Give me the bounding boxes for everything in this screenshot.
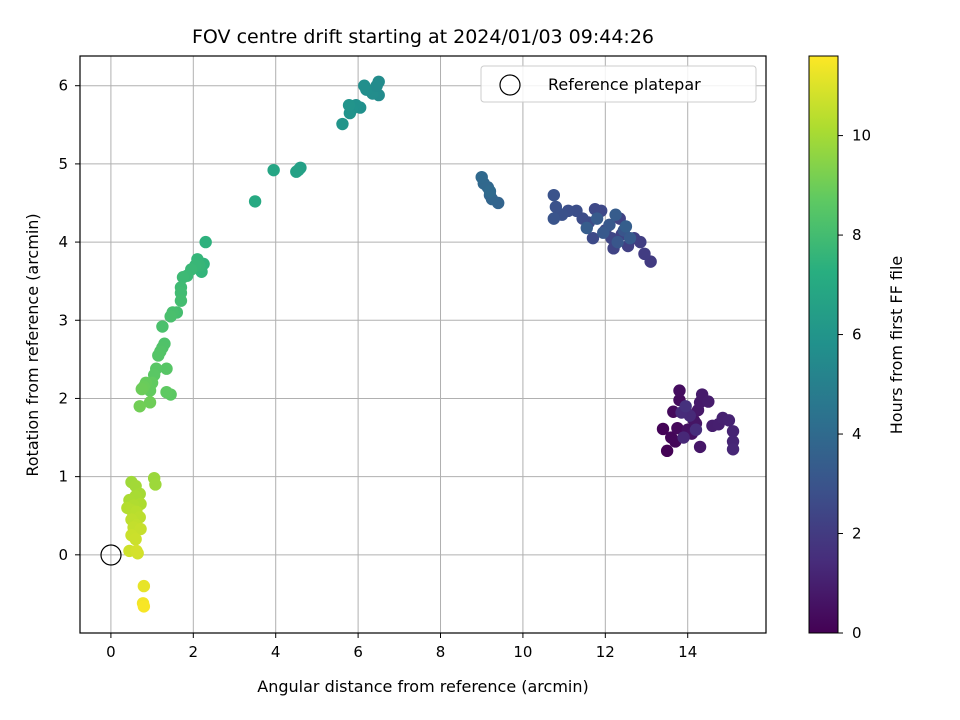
- data-point: [267, 163, 280, 177]
- x-tick-label: 14: [678, 643, 697, 661]
- data-point: [149, 478, 162, 491]
- legend-marker: [499, 74, 521, 96]
- colorbar-ticks: 0 2 4 6 8 10: [838, 127, 871, 642]
- data-point: [133, 400, 146, 413]
- x-tick-label: 8: [436, 643, 446, 661]
- data-point: [130, 544, 143, 558]
- data-point: [547, 212, 561, 225]
- data-point: [689, 423, 703, 436]
- data-point: [156, 320, 169, 333]
- data-point: [671, 421, 684, 435]
- data-point: [143, 396, 157, 409]
- data-point: [475, 170, 488, 184]
- data-point: [611, 235, 624, 249]
- data-point: [638, 247, 651, 261]
- legend-label: Reference platepar: [548, 75, 701, 94]
- data-point: [152, 349, 165, 362]
- x-tick-label: 0: [106, 643, 116, 661]
- chart-title: FOV centre drift starting at 2024/01/03 …: [192, 26, 654, 48]
- x-tick-label: 12: [596, 643, 615, 661]
- colorbar-tick-label: 10: [852, 127, 871, 145]
- x-tick-label: 4: [271, 643, 281, 661]
- data-point: [702, 395, 715, 408]
- data-point: [248, 195, 262, 208]
- colorbar-tick-label: 6: [852, 326, 862, 344]
- data-point: [160, 362, 173, 375]
- data-point: [586, 231, 600, 245]
- colorbar-tick-label: 2: [852, 525, 862, 543]
- data-point: [679, 400, 692, 413]
- data-point: [129, 532, 142, 546]
- colorbar-tick-label: 8: [852, 226, 862, 244]
- y-axis-label: Rotation from reference (arcmin): [23, 213, 42, 476]
- data-point: [134, 522, 147, 536]
- data-point: [160, 385, 173, 399]
- colorbar-label: Hours from first FF file: [887, 256, 906, 435]
- data-point: [483, 185, 497, 198]
- data-point: [342, 99, 356, 112]
- grid: [80, 56, 766, 633]
- data-point: [726, 443, 740, 456]
- data-point: [597, 226, 610, 239]
- data-point: [336, 117, 349, 131]
- data-point: [619, 220, 633, 233]
- data-point: [164, 310, 177, 323]
- data-point: [370, 79, 383, 92]
- data-points: [121, 75, 740, 613]
- legend: Reference platepar: [480, 65, 757, 103]
- plot-frame: [79, 55, 767, 634]
- y-tick-label: 2: [58, 389, 68, 407]
- colorbar-tick-label: 0: [852, 624, 862, 642]
- colorbar-tick-label: 4: [852, 425, 862, 443]
- data-point: [588, 203, 602, 216]
- data-point: [726, 425, 740, 438]
- data-point: [609, 208, 622, 221]
- data-point: [656, 422, 670, 436]
- x-tick-label: 6: [353, 643, 363, 661]
- y-tick-label: 0: [58, 546, 68, 564]
- data-point: [137, 579, 151, 593]
- data-point: [176, 271, 190, 284]
- x-tick-label: 10: [513, 643, 532, 661]
- y-tick-label: 6: [58, 77, 68, 95]
- colorbar-gradient: [808, 55, 839, 634]
- colorbar: 0 2 4 6 8 10 Hours from first FF file: [808, 55, 906, 642]
- data-point: [290, 165, 303, 178]
- data-point: [549, 200, 563, 214]
- reference-platepar-marker: [100, 544, 122, 566]
- data-point: [722, 414, 736, 427]
- data-point: [660, 444, 674, 458]
- data-point: [137, 600, 151, 613]
- y-tick-label: 1: [58, 468, 68, 486]
- data-point: [199, 235, 212, 249]
- data-point: [623, 231, 637, 245]
- data-point: [135, 382, 149, 396]
- y-tick-label: 3: [58, 311, 68, 329]
- data-point: [677, 431, 690, 444]
- data-point: [174, 294, 188, 307]
- data-point: [693, 440, 707, 454]
- legend-box: [480, 65, 757, 103]
- data-point: [590, 212, 604, 225]
- data-point: [673, 384, 686, 397]
- y-tick-label: 4: [58, 233, 68, 251]
- x-axis-label: Angular distance from reference (arcmin): [257, 677, 588, 696]
- data-point: [358, 79, 371, 92]
- data-point: [580, 221, 593, 235]
- data-point: [547, 188, 561, 202]
- y-tick-label: 5: [58, 155, 68, 173]
- x-tick-label: 2: [189, 643, 199, 661]
